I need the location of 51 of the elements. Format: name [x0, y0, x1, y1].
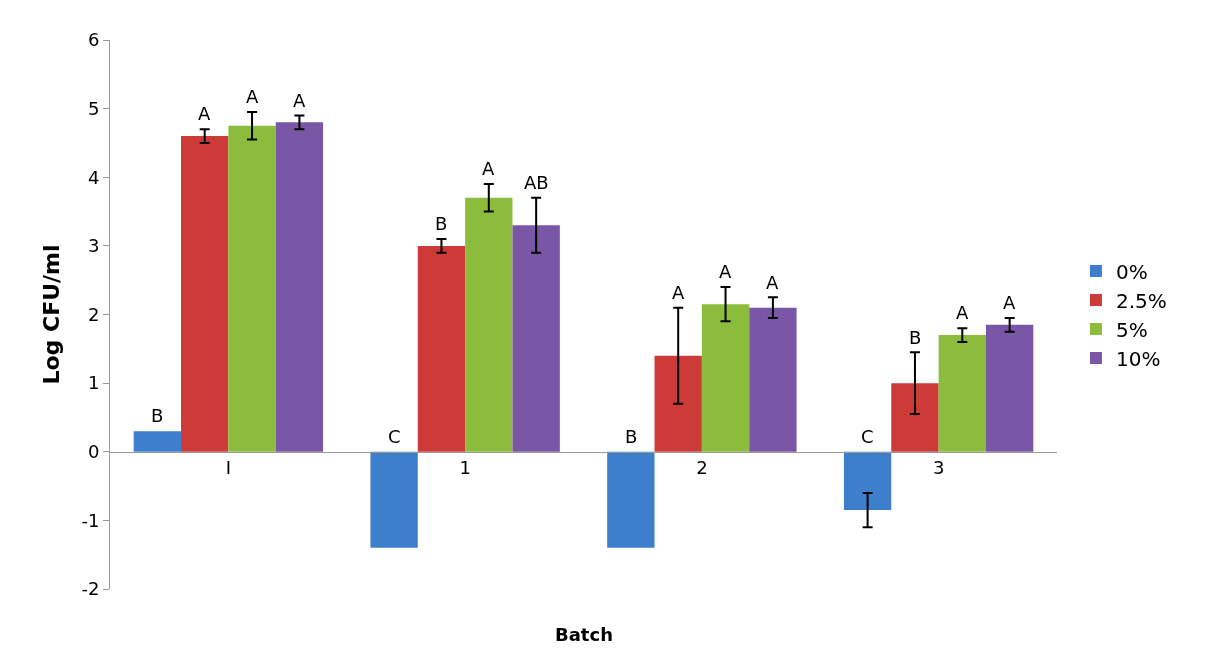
- bar: [228, 125, 276, 452]
- y-tick-label: 4: [87, 166, 100, 188]
- data-label: B: [625, 426, 638, 447]
- y-axis-title: Log CFU/ml: [39, 244, 65, 385]
- bar: [607, 451, 655, 548]
- data-label: A: [719, 261, 732, 282]
- bar: [891, 383, 939, 452]
- y-tick-label: 2: [87, 303, 100, 325]
- data-label: A: [956, 302, 969, 323]
- y-tick-label: 3: [87, 235, 100, 257]
- x-tick-label: 2: [696, 457, 708, 479]
- bar: [370, 451, 418, 548]
- data-label: B: [909, 327, 922, 348]
- data-label: A: [482, 158, 495, 179]
- x-tick-label: I: [225, 457, 232, 479]
- bar: [985, 324, 1034, 452]
- y-tick-label: 0: [87, 441, 100, 463]
- data-label: C: [861, 426, 874, 447]
- x-axis-title: Batch: [555, 624, 613, 645]
- data-label: A: [672, 282, 685, 303]
- y-tick-label: 1: [87, 372, 100, 394]
- bar: [843, 451, 892, 511]
- bar: [938, 335, 986, 452]
- data-label: A: [766, 272, 779, 293]
- bar: [512, 225, 560, 452]
- y-tick-label: 6: [87, 29, 100, 51]
- legend-label: 0%: [1115, 259, 1148, 284]
- data-label: B: [435, 213, 448, 234]
- legend-label: 2.5%: [1115, 288, 1167, 313]
- bar: [133, 431, 182, 452]
- data-label: AB: [524, 172, 549, 193]
- y-tick-label: 5: [87, 97, 100, 119]
- bar: [749, 307, 797, 452]
- x-tick-label: 3: [932, 457, 945, 479]
- y-tick-label: -1: [81, 509, 100, 531]
- data-label: B: [151, 405, 164, 426]
- data-label: A: [293, 90, 306, 111]
- y-tick-label: -2: [81, 578, 100, 600]
- data-label: A: [1003, 292, 1016, 313]
- bar: [465, 197, 513, 452]
- bar: [417, 245, 466, 452]
- legend-label: 10%: [1115, 346, 1161, 371]
- bar: [275, 122, 324, 452]
- x-tick-label: 1: [459, 457, 471, 479]
- data-label: A: [198, 103, 211, 124]
- bar: [654, 355, 702, 452]
- data-label: C: [388, 426, 401, 447]
- legend-label: 5%: [1115, 317, 1148, 342]
- data-label: A: [246, 86, 259, 107]
- bar: [181, 136, 229, 452]
- bar: [701, 304, 750, 452]
